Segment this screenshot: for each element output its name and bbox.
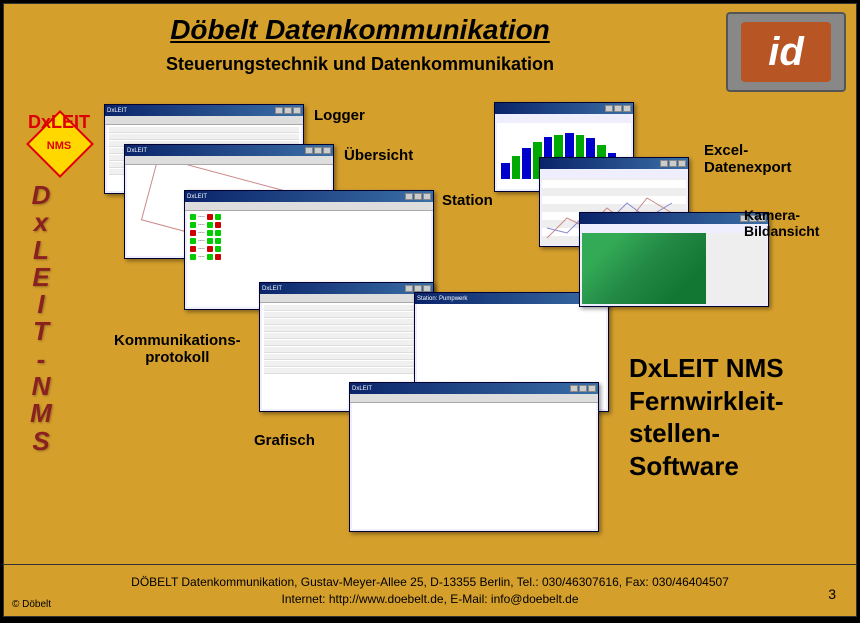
label-logger: Logger (314, 107, 365, 124)
vertical-title: D x L E I T - N M S (26, 182, 56, 455)
label-camera: Kamera- Bildansicht (744, 207, 819, 239)
logo-text: id (741, 22, 831, 82)
footer-text: DÖBELT Datenkommunikation, Gustav-Meyer-… (4, 574, 856, 608)
label-station: Station (442, 192, 493, 209)
menubar (105, 116, 303, 125)
header: Döbelt Datenkommunikation Steuerungstech… (4, 4, 856, 84)
copyright: © Döbelt (12, 599, 51, 610)
page-number: 3 (828, 586, 836, 602)
slide-title: Döbelt Datenkommunikation (24, 14, 696, 46)
slide-body: DxLEIT NMS D x L E I T - N M S DxLEIT Lo… (4, 92, 856, 561)
label-overview: Übersicht (344, 147, 413, 164)
window-camera (579, 212, 769, 307)
slide-subtitle: Steuerungstechnik und Datenkommunikation (24, 54, 696, 75)
window-graphic: DxLEIT (349, 382, 599, 532)
company-logo: id (726, 12, 846, 92)
label-graphic: Grafisch (254, 432, 315, 449)
camera-image (582, 233, 706, 304)
main-product-label: DxLEIT NMS Fernwirkleit- stellen- Softwa… (629, 352, 784, 482)
label-excel: Excel- Datenexport (704, 142, 792, 176)
house-graphic (352, 403, 596, 529)
slide: Döbelt Datenkommunikation Steuerungstech… (3, 3, 857, 617)
logo-line2: NMS (14, 140, 104, 152)
window-controls (275, 107, 301, 114)
logo-line1: DxLEIT (14, 112, 104, 133)
footer: © Döbelt DÖBELT Datenkommunikation, Gust… (4, 564, 856, 616)
dxleit-logo: DxLEIT NMS (14, 110, 104, 170)
label-protocol: Kommunikations- protokoll (114, 332, 241, 366)
